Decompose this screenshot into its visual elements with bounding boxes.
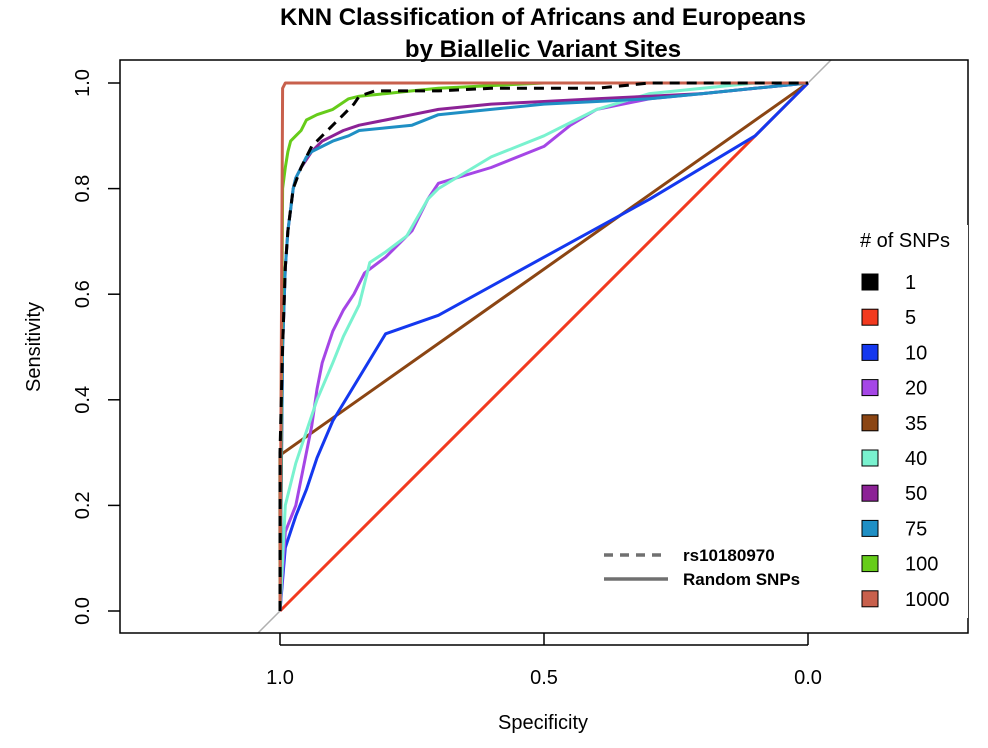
legend-swatch-100 <box>861 555 879 573</box>
legend-label-10: 10 <box>905 342 927 364</box>
y-tick-label: 0.8 <box>72 175 94 203</box>
legend-label-40: 40 <box>905 448 927 470</box>
series-line-5 <box>278 81 810 613</box>
legend-label-35: 35 <box>905 413 927 435</box>
y-tick-label: 0.6 <box>72 280 94 308</box>
style-legend-label: Random SNPs <box>683 570 800 589</box>
legend-swatch-20 <box>861 379 879 397</box>
legend-label-50: 50 <box>905 483 927 505</box>
legend-swatch-50 <box>861 484 879 502</box>
legend-label-5: 5 <box>905 307 916 329</box>
line-style-legend: rs10180970 Random SNPs <box>604 546 800 589</box>
y-axis: 0.0 0.2 0.4 0.6 0.8 1.0 <box>72 69 120 625</box>
x-tick-label: 1.0 <box>266 667 294 689</box>
y-axis-label: Sensitivity <box>23 302 45 392</box>
legend-swatch-5 <box>861 308 879 326</box>
legend-swatch-35 <box>861 414 879 432</box>
legend-swatch-1000 <box>861 590 879 608</box>
x-axis: 1.0 0.5 0.0 <box>266 633 822 689</box>
legend-swatch-1 <box>861 273 879 291</box>
series-line-10 <box>278 81 810 612</box>
legend-label-1: 1 <box>905 272 916 294</box>
legend-label-20: 20 <box>905 378 927 400</box>
legend-swatch-75 <box>861 519 879 537</box>
y-tick-label: 0.4 <box>72 386 94 414</box>
legend-swatch-10 <box>861 343 879 361</box>
y-tick-label: 1.0 <box>72 69 94 97</box>
plot-area <box>256 60 833 633</box>
legend-title: # of SNPs <box>860 230 950 252</box>
legend-label-100: 100 <box>905 554 938 576</box>
chart-title-line-1: KNN Classification of Africans and Europ… <box>280 4 806 31</box>
y-tick-label: 0.0 <box>72 597 94 625</box>
series-line-1 <box>278 81 808 611</box>
x-tick-label: 0.5 <box>530 667 558 689</box>
legend-label-1000: 1000 <box>905 589 950 611</box>
legend-label-75: 75 <box>905 518 927 540</box>
x-axis-label: Specificity <box>498 712 588 734</box>
style-legend-label: rs10180970 <box>683 546 775 565</box>
series-legend: # of SNPs 1 5 10 20 35 40 50 75 100 1000 <box>842 225 968 618</box>
x-tick-label: 0.0 <box>794 667 822 689</box>
legend-swatch-40 <box>861 449 879 467</box>
y-tick-label: 0.2 <box>72 491 94 519</box>
chart-title-line-2: by Biallelic Variant Sites <box>405 36 681 63</box>
